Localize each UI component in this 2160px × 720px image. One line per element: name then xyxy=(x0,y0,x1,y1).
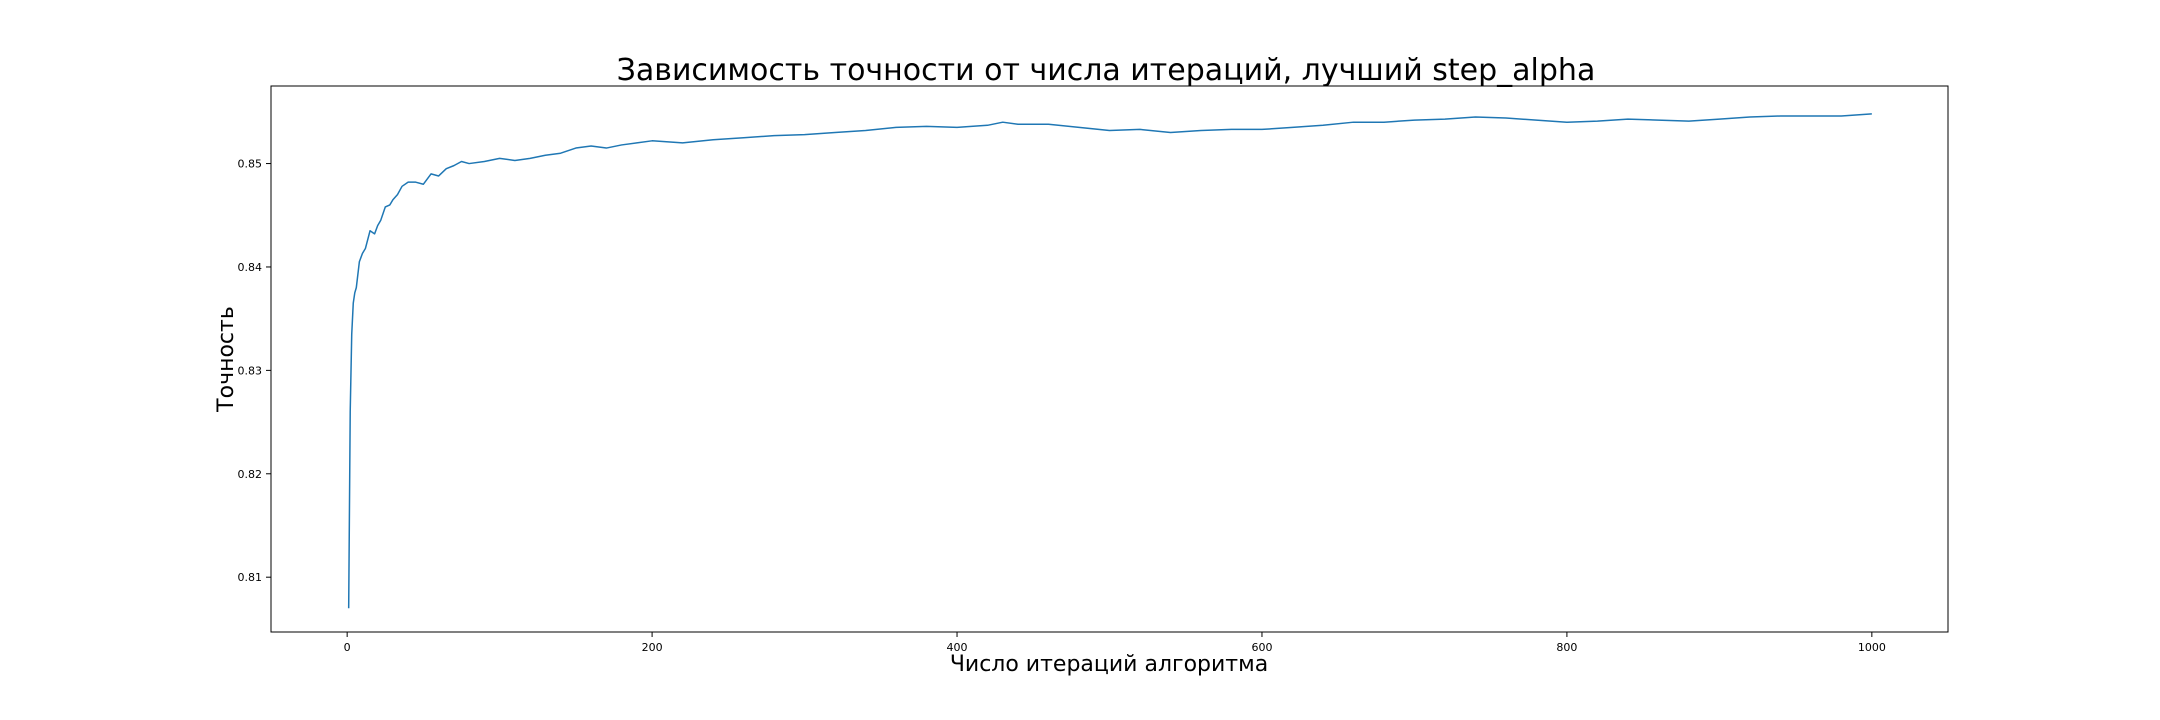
chart-title: Зависимость точности от числа итераций, … xyxy=(617,53,1596,88)
x-tick-label: 200 xyxy=(642,641,663,654)
x-axis-label: Число итераций алгоритма xyxy=(950,652,1268,677)
y-axis-label: Точность xyxy=(214,306,239,413)
plot-area xyxy=(270,85,1949,633)
y-tick-label: 0.83 xyxy=(238,364,263,377)
y-tick-label: 0.81 xyxy=(238,571,263,584)
x-tick-label: 800 xyxy=(1556,641,1577,654)
x-tick-label: 400 xyxy=(947,641,968,654)
y-axis: 0.81 0.82 0.83 0.84 0.85 xyxy=(238,158,271,584)
y-tick-label: 0.84 xyxy=(238,261,263,274)
x-tick-label: 600 xyxy=(1251,641,1272,654)
x-axis: 0 200 400 600 800 1000 xyxy=(344,632,1886,654)
x-tick-label: 0 xyxy=(344,641,351,654)
x-tick-label: 1000 xyxy=(1858,641,1886,654)
plot-frame xyxy=(270,85,1949,633)
y-tick-label: 0.82 xyxy=(238,468,263,481)
accuracy-line xyxy=(347,113,1872,609)
y-tick-label: 0.85 xyxy=(238,158,263,171)
